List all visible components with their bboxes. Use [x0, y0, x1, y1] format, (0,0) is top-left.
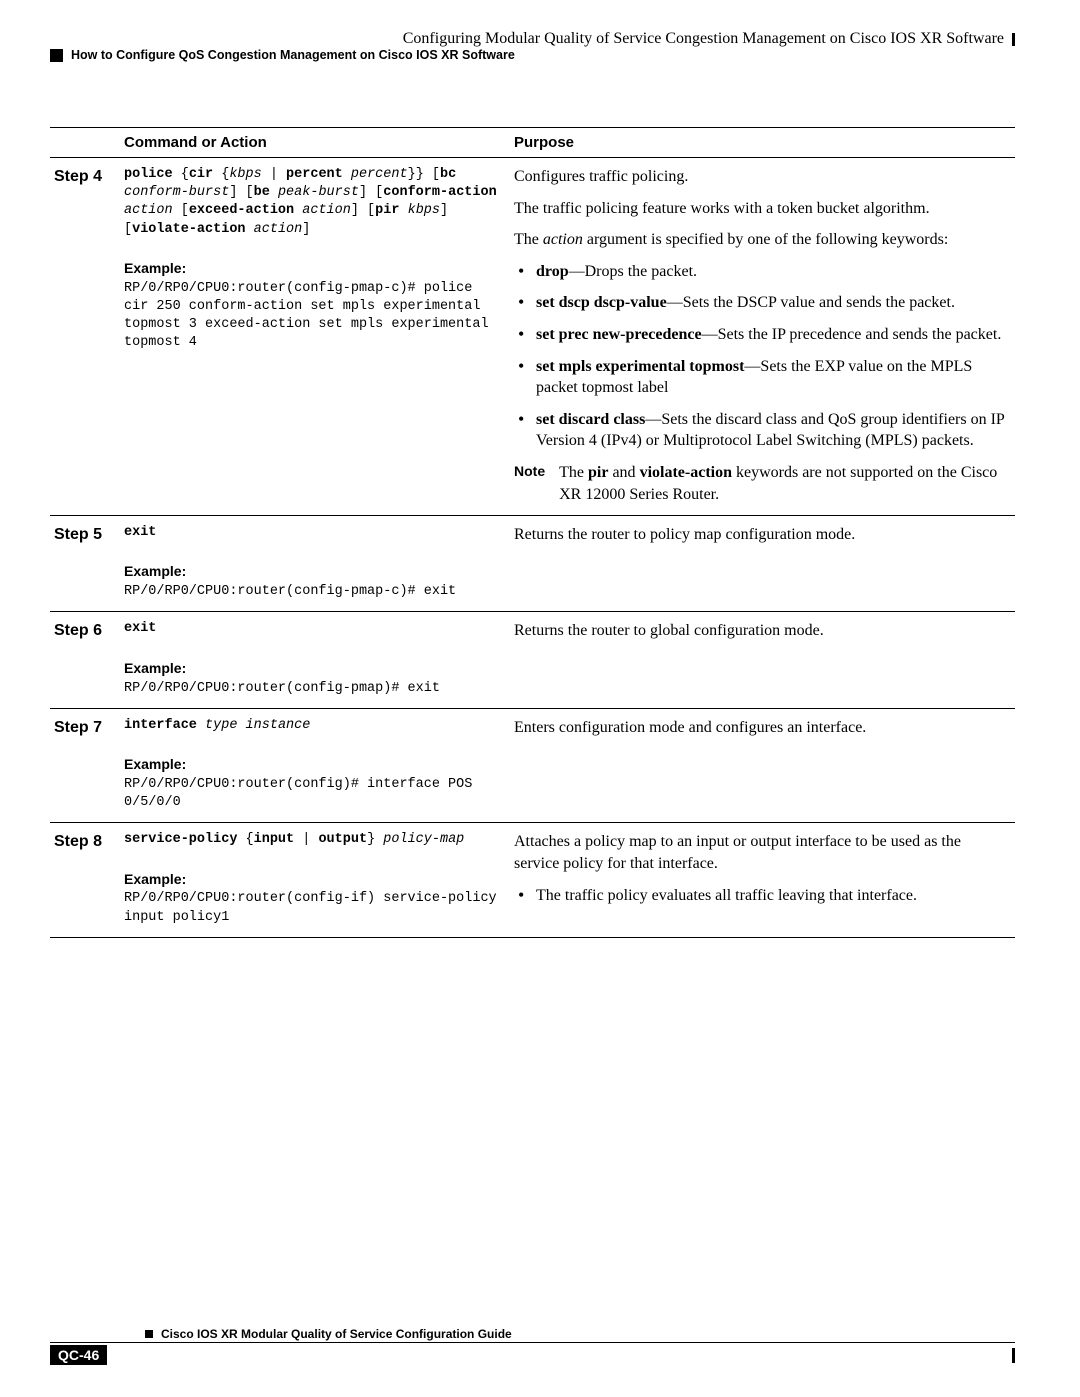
purpose-bullet-list: The traffic policy evaluates all traffic… [514, 885, 1009, 907]
chapter-header: Configuring Modular Quality of Service C… [50, 30, 1015, 48]
th-blank [50, 128, 120, 158]
note-label: Note [514, 462, 545, 505]
page: Configuring Modular Quality of Service C… [0, 0, 1080, 1397]
black-square-icon [50, 49, 63, 62]
step-label: Step 4 [50, 158, 120, 516]
guide-title: Cisco IOS XR Modular Quality of Service … [161, 1327, 512, 1341]
table-row: Step 6exit Example: RP/0/RP0/CPU0:router(c… [50, 612, 1015, 708]
note-text: The pir and violate-action keywords are … [559, 462, 1009, 505]
chapter-title: Configuring Modular Quality of Service C… [403, 30, 1004, 48]
table-row: Step 7interface type instance Example: RP/… [50, 708, 1015, 823]
purpose-paragraph: Configures traffic policing. [514, 166, 1009, 188]
purpose-paragraph: Attaches a policy map to an input or out… [514, 831, 1009, 874]
command-syntax: interface type instance [124, 717, 504, 735]
example-label: Example: [124, 659, 504, 678]
command-syntax: service-policy {input | output} policy-m… [124, 831, 504, 849]
step-label: Step 6 [50, 612, 120, 708]
purpose-cell: Returns the router to policy map configu… [510, 516, 1015, 612]
footer-square-icon [145, 1330, 153, 1338]
table-row: Step 8service-policy {input | output} po… [50, 823, 1015, 938]
list-item: set mpls experimental topmost—Sets the E… [514, 356, 1009, 399]
purpose-paragraph: The traffic policing feature works with … [514, 198, 1009, 220]
page-footer: Cisco IOS XR Modular Quality of Service … [50, 1327, 1015, 1365]
list-item: set discard class—Sets the discard class… [514, 409, 1009, 452]
example-label: Example: [124, 870, 504, 889]
command-syntax: exit [124, 524, 504, 542]
th-purpose: Purpose [510, 128, 1015, 158]
command-syntax: exit [124, 620, 504, 638]
footer-bottom: QC-46 [50, 1345, 1015, 1365]
command-cell: service-policy {input | output} policy-m… [120, 823, 510, 938]
example-text: RP/0/RP0/CPU0:router(config)# interface … [124, 776, 504, 812]
steps-table: Command or Action Purpose Step 4police {… [50, 127, 1015, 938]
example-label: Example: [124, 562, 504, 581]
example-text: RP/0/RP0/CPU0:router(config-pmap)# exit [124, 680, 504, 698]
example-label: Example: [124, 755, 504, 774]
command-cell: exit Example: RP/0/RP0/CPU0:router(config-… [120, 516, 510, 612]
list-item: drop—Drops the packet. [514, 261, 1009, 283]
list-item: The traffic policy evaluates all traffic… [514, 885, 1009, 907]
note-block: Note The pir and violate-action keywords … [514, 462, 1009, 505]
table-row: Step 4police {cir {kbps | percent percen… [50, 158, 1015, 516]
purpose-cell: Configures traffic policing. The traffic … [510, 158, 1015, 516]
command-cell: police {cir {kbps | percent percent}} [b… [120, 158, 510, 516]
footer-guide-line: Cisco IOS XR Modular Quality of Service … [50, 1327, 1015, 1343]
purpose-cell: Enters configuration mode and configures… [510, 708, 1015, 823]
purpose-paragraph: Returns the router to policy map configu… [514, 524, 1009, 546]
th-command: Command or Action [120, 128, 510, 158]
step-label: Step 8 [50, 823, 120, 938]
command-syntax: police {cir {kbps | percent percent}} [b… [124, 166, 504, 239]
purpose-cell: Attaches a policy map to an input or out… [510, 823, 1015, 938]
purpose-paragraph: Returns the router to global configurati… [514, 620, 1009, 642]
header-rule-icon [1012, 33, 1015, 46]
example-text: RP/0/RP0/CPU0:router(config-pmap-c)# pol… [124, 280, 504, 353]
footer-rule-icon [1012, 1348, 1015, 1363]
example-text: RP/0/RP0/CPU0:router(config-if) service-… [124, 890, 504, 926]
command-cell: exit Example: RP/0/RP0/CPU0:router(config-… [120, 612, 510, 708]
list-item: set dscp dscp-value—Sets the DSCP value … [514, 292, 1009, 314]
table-row: Step 5exit Example: RP/0/RP0/CPU0:router(c… [50, 516, 1015, 612]
purpose-cell: Returns the router to global configurati… [510, 612, 1015, 708]
page-number: QC-46 [50, 1345, 107, 1365]
purpose-paragraph: The action argument is specified by one … [514, 229, 1009, 251]
example-text: RP/0/RP0/CPU0:router(config-pmap-c)# exi… [124, 583, 504, 601]
example-label: Example: [124, 259, 504, 278]
purpose-bullet-list: drop—Drops the packet. set dscp dscp-valu… [514, 261, 1009, 452]
command-cell: interface type instance Example: RP/0/RP0/… [120, 708, 510, 823]
list-item: set prec new-precedence—Sets the IP prec… [514, 324, 1009, 346]
step-label: Step 5 [50, 516, 120, 612]
section-header: How to Configure QoS Congestion Manageme… [50, 48, 1015, 62]
purpose-paragraph: Enters configuration mode and configures… [514, 717, 1009, 739]
step-label: Step 7 [50, 708, 120, 823]
section-title: How to Configure QoS Congestion Manageme… [71, 48, 515, 62]
